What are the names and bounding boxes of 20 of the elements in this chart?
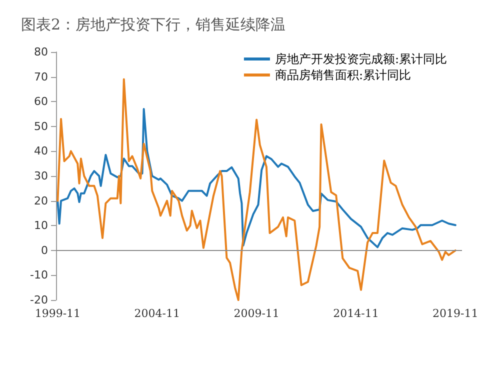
x-tick-label: 2019-11 — [432, 307, 478, 320]
y-tick-label: -20 — [30, 294, 48, 306]
y-tick-label: 10 — [34, 219, 48, 232]
legend-label: 商品房销售面积:累计同比 — [274, 68, 412, 82]
y-tick-label: 20 — [34, 194, 48, 208]
x-tick-label: 2009-11 — [234, 307, 280, 320]
y-tick-label: 0 — [41, 244, 48, 257]
x-tick-label: 2014-11 — [333, 307, 379, 320]
y-tick-label: 70 — [34, 70, 48, 84]
y-tick-label: 30 — [34, 170, 48, 182]
legend-label: 房地产开发投资完成额:累计同比 — [274, 52, 448, 66]
x-tick-label: 1999-11 — [34, 307, 81, 320]
y-tick-label: 60 — [34, 95, 48, 108]
y-tick-label: 40 — [34, 144, 48, 158]
x-tick-label: 2004-11 — [134, 307, 180, 320]
y-tick-label: -10 — [30, 268, 48, 282]
y-tick-label: 50 — [34, 120, 48, 133]
line-series — [56, 108, 456, 248]
chart-title: 图表2：房地产投资下行，销售延续降温 — [21, 16, 286, 34]
y-tick-label: 80 — [34, 46, 48, 58]
